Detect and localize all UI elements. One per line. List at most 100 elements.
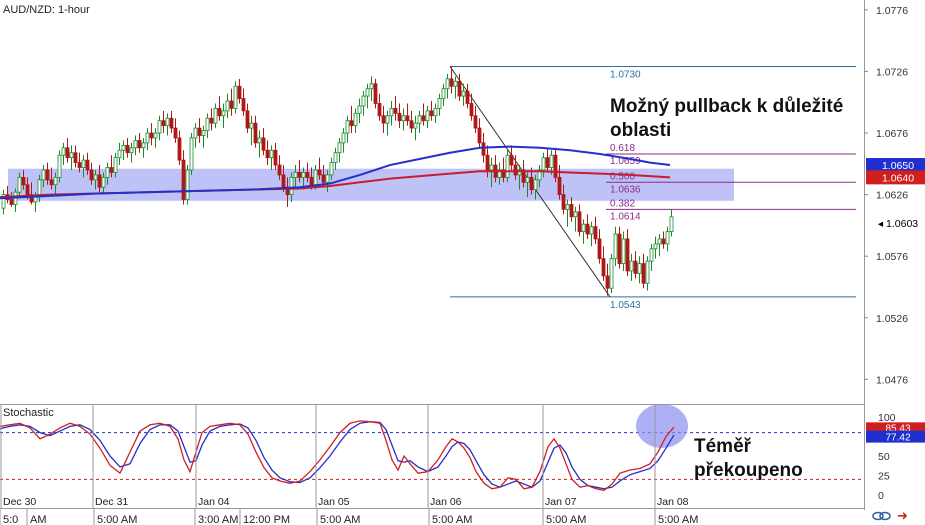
candle-body [433, 107, 438, 117]
candle-body [613, 233, 618, 260]
chart-labels: AUD/NZD: 1-hour Stochastic [3, 4, 90, 419]
candle-body [617, 233, 622, 264]
candle-body [409, 120, 414, 129]
candle-body [237, 85, 242, 99]
candle-body [133, 140, 138, 149]
candle-body [85, 159, 90, 171]
candle-body [301, 172, 306, 178]
candle-body [517, 169, 522, 176]
candle-body [281, 174, 286, 188]
candle-body [9, 199, 14, 205]
candle-body [385, 115, 390, 124]
candle-body [181, 159, 186, 200]
candle-body [289, 176, 294, 196]
time-label-bottom: 5:00 AM [546, 514, 586, 525]
stochastic-d-tag-text: 77.42 [885, 433, 910, 444]
candle-body [525, 176, 530, 183]
candle-body [41, 169, 46, 181]
fibonacci-retracement[interactable]: 1.0730 0.618 1.0659 0.500 1.0636 0.382 1.0614 1… [449, 66, 856, 311]
candle-body [625, 238, 630, 272]
candle-body [193, 127, 198, 139]
candle-body [533, 179, 538, 191]
pullback-annotation-line2: oblasti [610, 120, 672, 141]
candle-body [113, 157, 118, 173]
candle-body [461, 90, 466, 97]
fib-ratio-label: 0.500 [610, 171, 635, 182]
candle-body [305, 172, 310, 178]
candle-body [501, 169, 506, 178]
candle-body [609, 258, 614, 289]
candle-body [1, 194, 6, 209]
highlight-ellipse [636, 404, 688, 448]
candle-body [469, 103, 474, 117]
time-label-bottom: 12:00 PM [243, 514, 290, 525]
candle-body [541, 157, 546, 171]
candle-body [489, 164, 494, 171]
candle-body [73, 152, 78, 163]
candle-body [273, 149, 278, 166]
candle-body [233, 85, 238, 109]
candle-body [137, 140, 142, 149]
stochastic-k-tag-bg [866, 422, 925, 434]
fib-price-label: 1.0659 [610, 156, 641, 167]
candle-body [537, 169, 542, 181]
candle-body [89, 169, 94, 181]
time-label-bottom: 5:0 [3, 514, 18, 525]
candle-body [245, 110, 250, 129]
candle-body [69, 152, 74, 159]
price-tick-label: 1.0776 [876, 5, 908, 17]
candle-body [397, 112, 402, 122]
candle-body [253, 122, 258, 144]
candles [1, 66, 674, 296]
candle-body [105, 167, 110, 178]
fib-price-label: 1.0614 [610, 211, 641, 222]
candle-body [229, 100, 234, 109]
stochastic-k-line [0, 420, 675, 492]
candle-body [145, 132, 150, 144]
candle-body [293, 172, 298, 178]
candle-body [77, 162, 82, 168]
candle-body [121, 144, 126, 151]
candle-body [649, 248, 654, 262]
candle-body [177, 137, 182, 161]
candle-body [629, 260, 634, 272]
fib-price-label: 1.0543 [610, 300, 641, 311]
link-icon-ring-1 [872, 511, 884, 521]
candle-body [473, 115, 478, 129]
candle-body [437, 98, 442, 109]
candle-body [665, 231, 670, 245]
candle-body [33, 196, 38, 203]
chart-title: AUD/NZD: 1-hour [3, 4, 90, 16]
candle-body [157, 120, 162, 134]
candle-body [645, 260, 650, 284]
stochastic-tick-label: 50 [878, 451, 890, 463]
price-tick-label: 1.0626 [876, 190, 908, 202]
candle-body [241, 98, 246, 112]
candle-body [349, 120, 354, 127]
time-label-top: Dec 31 [95, 496, 128, 508]
candle-body [45, 169, 50, 181]
candle-body [377, 103, 382, 117]
candle-body [417, 115, 422, 124]
fib-price-label: 1.0730 [610, 70, 641, 81]
candle-body [425, 110, 430, 122]
candle-body [217, 107, 222, 117]
candle-body [17, 176, 22, 193]
candle-body [277, 164, 282, 176]
candle-body [453, 80, 458, 87]
candle-body [321, 174, 326, 183]
stochastic-d-tag: 77.42 [866, 430, 925, 444]
candle-body [269, 149, 274, 159]
candle-body [317, 169, 322, 176]
candle-body [165, 117, 170, 127]
ma-red-price-tag-text: 1.0640 [882, 172, 914, 184]
time-label-bottom: AM [30, 514, 47, 525]
pullback-annotation: Možný pullback k důležité oblasti [610, 95, 843, 143]
candle-body [205, 117, 210, 131]
candle-body [65, 147, 70, 159]
fib-ratio-label: 0.382 [610, 198, 635, 209]
candle-body [49, 179, 54, 186]
candle-body [337, 142, 342, 154]
candle-body [53, 176, 58, 186]
